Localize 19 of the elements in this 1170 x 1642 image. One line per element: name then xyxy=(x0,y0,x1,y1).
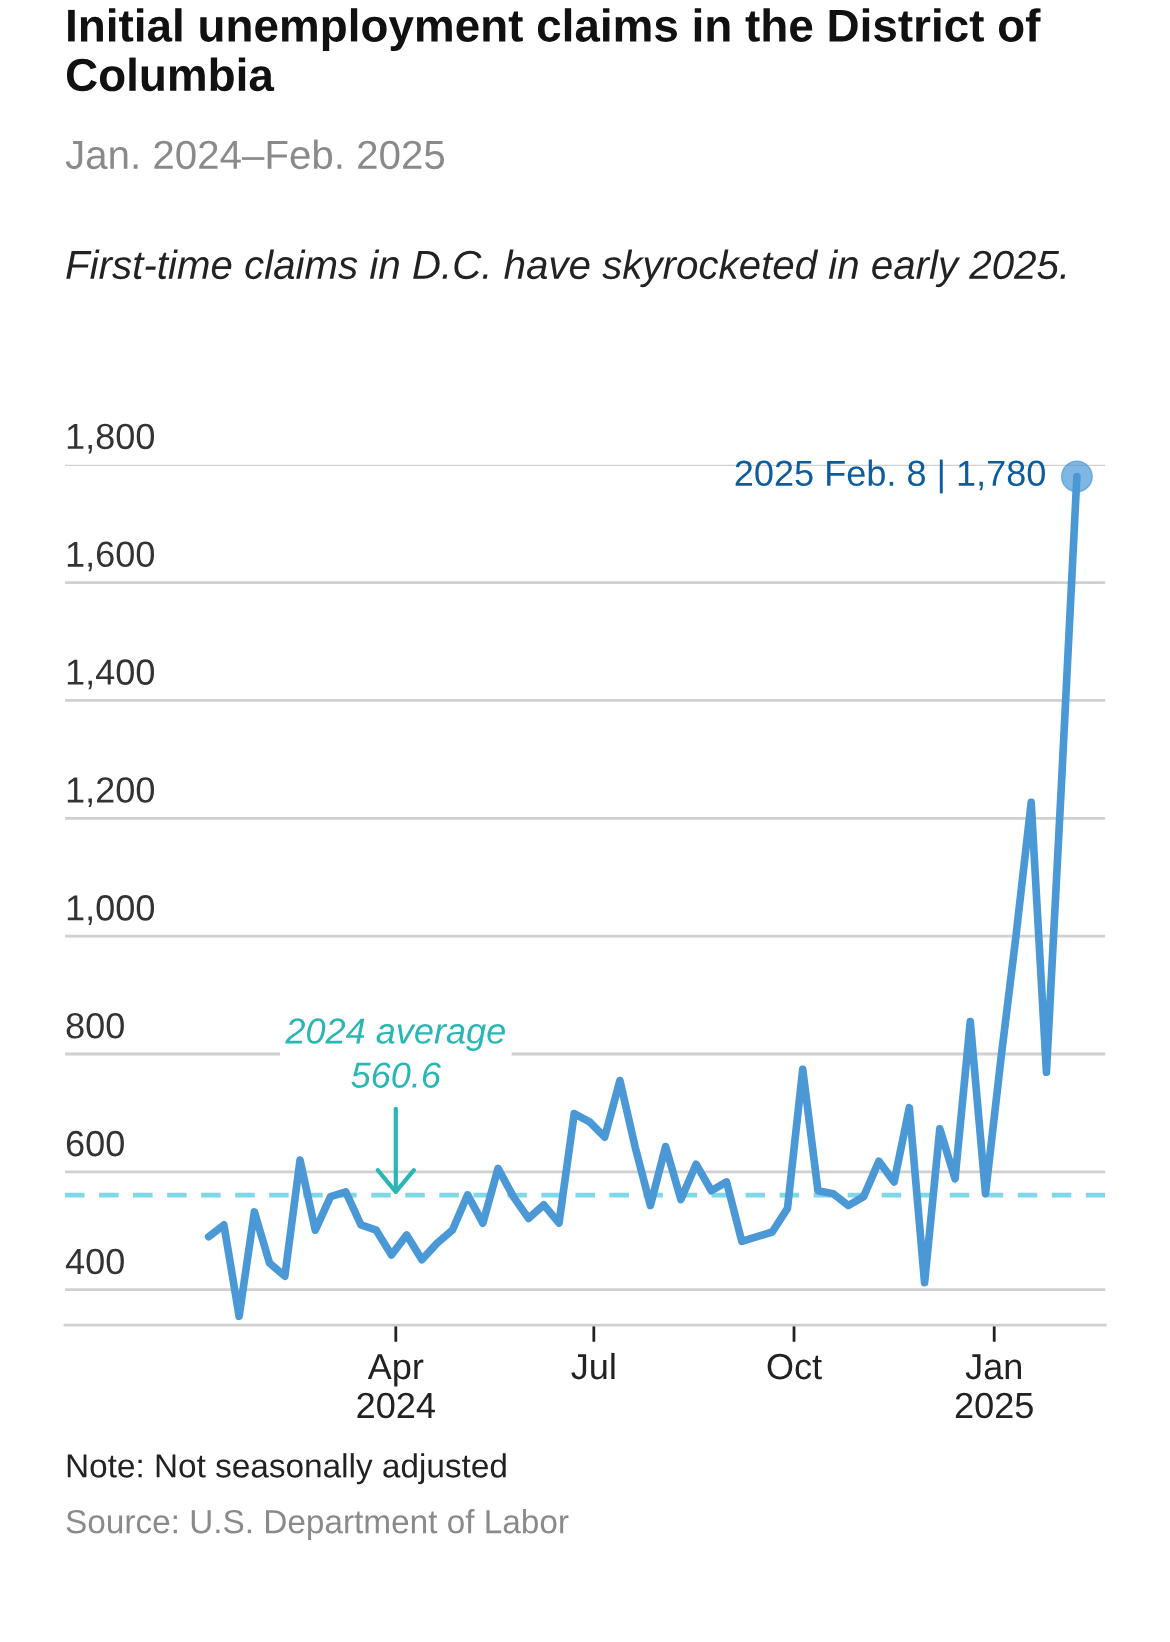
annotation: 2025 Feb. 8 | 1,780 xyxy=(735,459,1045,494)
y-tick-label: 1,000 xyxy=(67,895,155,925)
annotation: 2024 average 560.6 xyxy=(285,1018,505,1088)
text: First-time claims in D.C. have skyrocketed in early 2025. xyxy=(66,249,1066,288)
text: Note: Not seasonally adjusted xyxy=(67,1453,506,1485)
x-tick-label: Apr 2024 xyxy=(357,1354,435,1419)
y-tick-label: 1,400 xyxy=(67,659,155,690)
chart-subtitle: Jan. 2024–Feb. 2025 xyxy=(65,139,445,170)
y-tick-label: 800 xyxy=(66,1012,124,1039)
y-tick-label: 1,600 xyxy=(67,541,155,572)
y-tick-label: 1,800 xyxy=(67,423,155,454)
x-tick-label: Oct xyxy=(767,1353,822,1380)
y-tick-label: 1,200 xyxy=(67,777,155,808)
chart-title: Initial unemployment claims in the District of Columbia xyxy=(66,8,1041,92)
x-tick-label: Jul xyxy=(571,1352,615,1380)
y-tick-label: 400 xyxy=(65,1248,124,1275)
x-tick-label: Jan 2025 xyxy=(955,1354,1033,1419)
y-tick-label: 600 xyxy=(66,1130,124,1157)
source-note: Source: U.S. Department of Labor xyxy=(66,1509,569,1541)
